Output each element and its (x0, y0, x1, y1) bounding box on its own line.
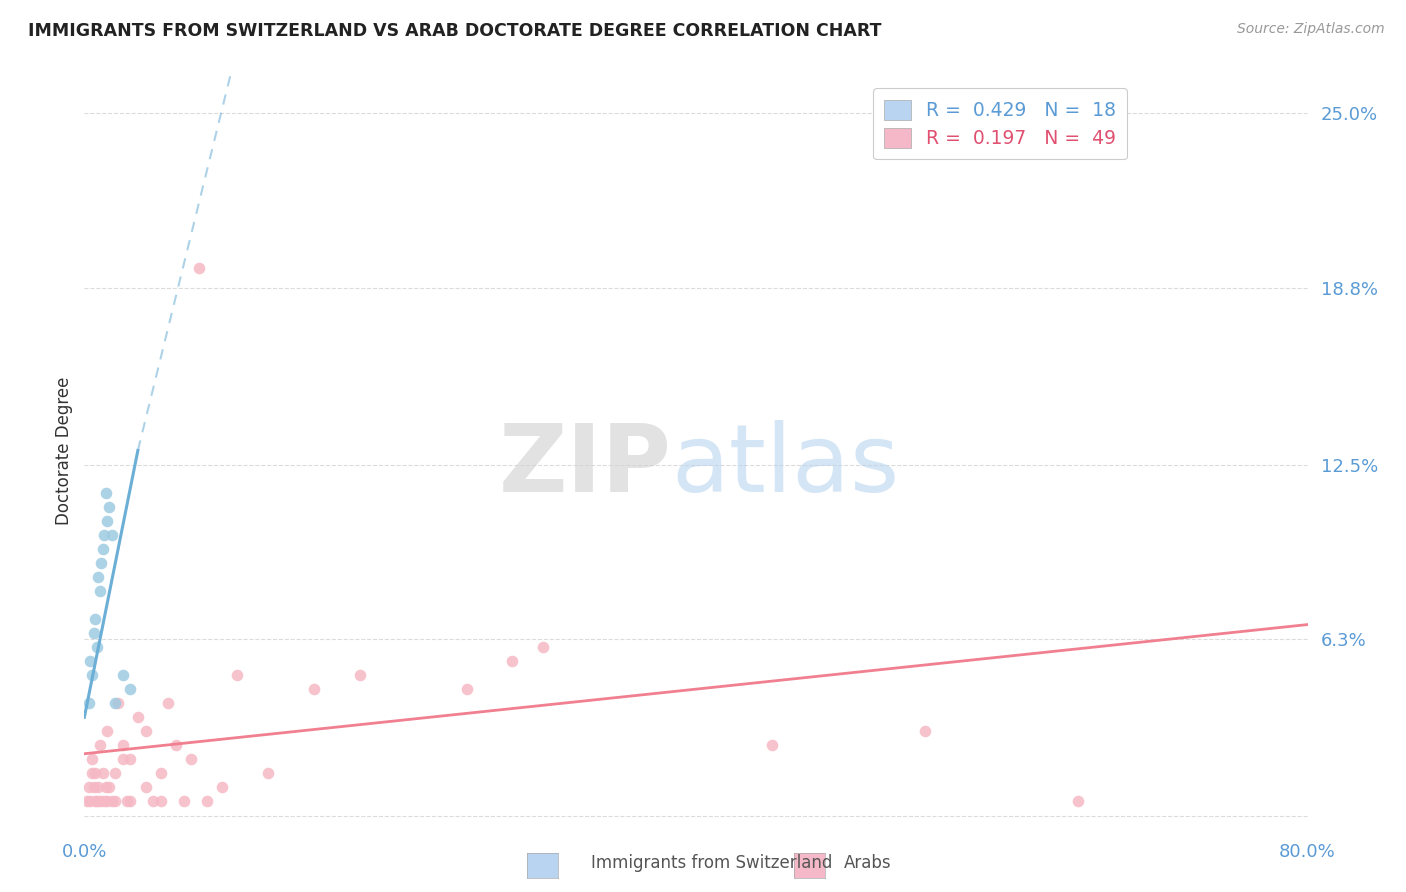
Point (91, 766, 114, 780)
Point (120, 682, 142, 697)
Point (502, 654, 524, 668)
Point (135, 724, 157, 739)
Point (84, 766, 107, 780)
Point (349, 668, 371, 682)
Point (101, 527, 124, 541)
Point (97, 780, 120, 795)
Point (96, 724, 118, 739)
Point (86, 640, 108, 654)
Point (93, 527, 115, 541)
Point (87, 780, 110, 795)
Text: atlas: atlas (672, 419, 900, 512)
Point (96, 795, 118, 809)
Point (914, 724, 936, 739)
Point (83, 626, 105, 640)
Point (257, 766, 280, 780)
Text: ZIP: ZIP (499, 419, 672, 512)
Point (188, 260, 211, 275)
Point (135, 780, 157, 795)
Text: IMMIGRANTS FROM SWITZERLAND VS ARAB DOCTORATE DEGREE CORRELATION CHART: IMMIGRANTS FROM SWITZERLAND VS ARAB DOCT… (28, 22, 882, 40)
Point (89, 795, 111, 809)
Point (83, 780, 105, 795)
Point (149, 766, 172, 780)
Y-axis label: Doctorate Degree: Doctorate Degree (55, 376, 73, 524)
Point (107, 696, 129, 710)
Point (93, 795, 115, 809)
Point (86, 795, 108, 809)
Point (157, 696, 180, 710)
Point (97, 500, 120, 514)
Point (80, 766, 103, 780)
Point (142, 795, 165, 809)
Point (79, 654, 101, 668)
Point (77, 780, 100, 795)
Point (1067, 795, 1090, 809)
Point (115, 795, 138, 809)
Point (89, 583, 111, 598)
Text: Arabs: Arabs (844, 855, 891, 872)
Point (77, 696, 100, 710)
Point (173, 795, 195, 809)
Point (165, 739, 187, 753)
Point (96, 514, 118, 528)
Point (111, 739, 134, 753)
Point (84, 795, 107, 809)
Point (111, 668, 134, 682)
Point (104, 795, 127, 809)
Point (76, 795, 98, 809)
Point (90, 556, 112, 570)
Point (91, 541, 114, 556)
Text: Immigrants from Switzerland: Immigrants from Switzerland (591, 855, 832, 872)
Point (104, 766, 127, 780)
Point (226, 668, 249, 682)
Point (211, 780, 233, 795)
Point (94, 485, 117, 500)
Point (127, 710, 149, 724)
Point (87, 570, 110, 584)
Point (180, 752, 202, 766)
Point (531, 640, 554, 654)
Point (302, 682, 325, 697)
Point (120, 752, 142, 766)
Point (111, 752, 134, 766)
Legend: R =  0.429   N =  18, R =  0.197   N =  49: R = 0.429 N = 18, R = 0.197 N = 49 (873, 88, 1128, 160)
Point (120, 795, 142, 809)
Point (104, 696, 127, 710)
Point (79, 795, 101, 809)
Text: Source: ZipAtlas.com: Source: ZipAtlas.com (1237, 22, 1385, 37)
Point (456, 682, 478, 697)
Point (101, 795, 124, 809)
Point (149, 795, 172, 809)
Point (80, 668, 103, 682)
Point (195, 795, 218, 809)
Point (80, 752, 103, 766)
Point (94, 780, 117, 795)
Point (84, 612, 107, 626)
Point (761, 739, 783, 753)
Point (89, 739, 111, 753)
